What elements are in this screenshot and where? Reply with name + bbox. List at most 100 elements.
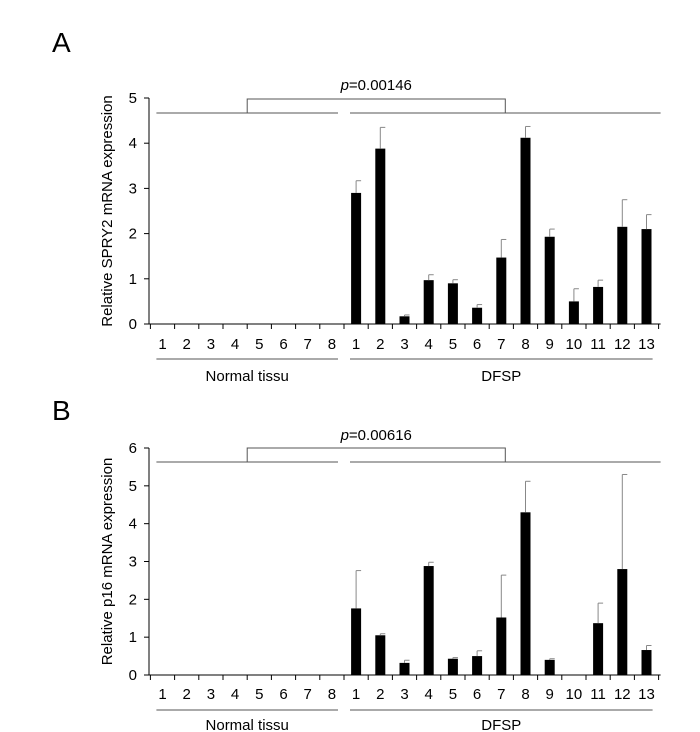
category-label: 1 xyxy=(352,336,360,353)
group-label: DFSP xyxy=(481,368,521,385)
category-label: 1 xyxy=(352,686,360,703)
bar xyxy=(593,623,604,675)
y-tick-label: 4 xyxy=(129,516,137,533)
category-label: 8 xyxy=(328,686,336,703)
group-label: Normal tissu xyxy=(206,717,289,732)
category-label: 10 xyxy=(566,336,583,353)
group-label: DFSP xyxy=(481,717,521,732)
y-tick-label: 4 xyxy=(129,135,137,152)
category-label: 7 xyxy=(497,686,505,703)
category-label: 2 xyxy=(376,686,384,703)
category-label: 8 xyxy=(521,336,529,353)
bar xyxy=(544,659,555,675)
significance-bracket xyxy=(246,98,506,113)
bar xyxy=(447,658,458,675)
p-value-label: p=0.00146 xyxy=(340,77,412,94)
y-tick-label: 5 xyxy=(129,478,137,495)
category-label: 1 xyxy=(158,686,166,703)
group-label: Normal tissu xyxy=(206,368,289,385)
panel-letter: B xyxy=(52,395,71,426)
bar xyxy=(496,617,507,675)
bar xyxy=(520,512,531,675)
bar xyxy=(375,148,386,324)
bar xyxy=(472,656,483,675)
category-label: 5 xyxy=(449,336,457,353)
bar xyxy=(399,662,410,675)
category-label: 3 xyxy=(207,336,215,353)
bar xyxy=(447,283,458,324)
category-label: 5 xyxy=(255,336,263,353)
y-tick-label: 2 xyxy=(129,591,137,608)
category-label: 12 xyxy=(614,336,631,353)
category-label: 3 xyxy=(400,686,408,703)
bar xyxy=(496,257,507,324)
bar xyxy=(641,229,652,324)
category-label: 4 xyxy=(425,336,433,353)
category-label: 6 xyxy=(279,686,287,703)
y-axis-label: Relative p16 mRNA expression xyxy=(99,458,116,666)
bar xyxy=(399,316,410,324)
y-tick-label: 2 xyxy=(129,226,137,243)
y-tick-label: 0 xyxy=(129,316,137,333)
p-value-number: =0.00146 xyxy=(349,77,412,94)
bar xyxy=(375,635,386,675)
category-label: 6 xyxy=(473,336,481,353)
bar xyxy=(544,236,555,324)
category-label: 4 xyxy=(231,686,239,703)
category-label: 8 xyxy=(328,336,336,353)
bar xyxy=(593,286,604,324)
category-label: 3 xyxy=(400,336,408,353)
category-label: 2 xyxy=(183,686,191,703)
bar xyxy=(472,307,483,324)
y-axis-label: Relative SPRY2 mRNA expression xyxy=(99,95,116,327)
category-label: 7 xyxy=(304,686,312,703)
y-tick-label: 5 xyxy=(129,90,137,107)
p-value-prefix: p xyxy=(340,77,349,94)
category-label: 2 xyxy=(183,336,191,353)
category-label: 2 xyxy=(376,336,384,353)
category-label: 10 xyxy=(566,686,583,703)
category-label: 7 xyxy=(304,336,312,353)
bar xyxy=(617,226,628,324)
category-label: 8 xyxy=(521,686,529,703)
y-tick-label: 6 xyxy=(129,440,137,457)
y-tick-label: 3 xyxy=(129,180,137,197)
category-label: 11 xyxy=(590,336,606,353)
category-label: 1 xyxy=(158,336,166,353)
category-label: 9 xyxy=(546,686,554,703)
bar xyxy=(351,192,362,324)
category-label: 13 xyxy=(638,686,655,703)
category-label: 7 xyxy=(497,336,505,353)
category-label: 12 xyxy=(614,686,631,703)
y-tick-label: 0 xyxy=(129,667,137,684)
p-value-number: =0.00616 xyxy=(349,427,412,444)
category-label: 5 xyxy=(255,686,263,703)
category-label: 3 xyxy=(207,686,215,703)
category-label: 5 xyxy=(449,686,457,703)
category-label: 11 xyxy=(590,686,606,703)
panel-letter: A xyxy=(52,27,71,58)
category-label: 6 xyxy=(473,686,481,703)
category-label: 13 xyxy=(638,336,655,353)
p-value-label: p=0.00616 xyxy=(340,427,412,444)
bar xyxy=(423,566,434,675)
y-tick-label: 3 xyxy=(129,554,137,571)
bar xyxy=(520,137,531,324)
category-label: 4 xyxy=(231,336,239,353)
category-label: 9 xyxy=(546,336,554,353)
bar xyxy=(351,608,362,675)
bar xyxy=(423,280,434,324)
significance-bracket xyxy=(246,447,506,462)
bar xyxy=(641,650,652,675)
bar xyxy=(568,301,579,324)
category-label: 4 xyxy=(425,686,433,703)
y-tick-label: 1 xyxy=(129,629,137,646)
bar xyxy=(617,569,628,675)
p-value-prefix: p xyxy=(340,427,349,444)
category-label: 6 xyxy=(279,336,287,353)
y-tick-label: 1 xyxy=(129,271,137,288)
